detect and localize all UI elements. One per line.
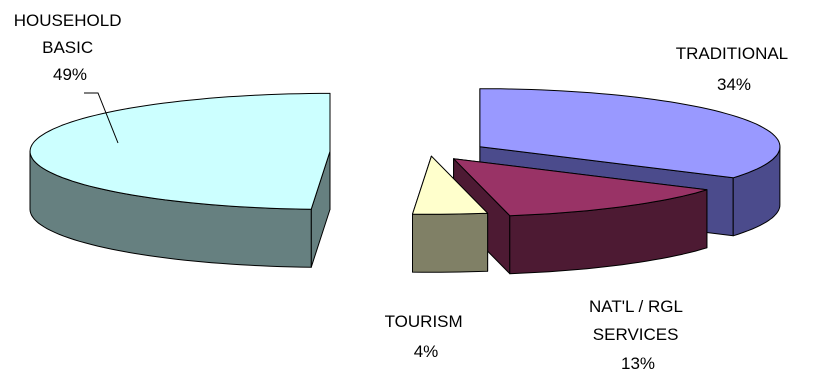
slice-natl-rgl-services bbox=[453, 158, 708, 217]
slice-label-tourism: TOURISM 4% bbox=[385, 312, 468, 361]
slice-household-basic bbox=[29, 92, 331, 210]
pie-leader-lines bbox=[84, 92, 119, 144]
slice-label-natl-rgl-services: NAT'L / RGL SERVICES 13% bbox=[589, 297, 687, 373]
leader-line-household-basic bbox=[84, 92, 119, 144]
pie-tops bbox=[29, 88, 781, 217]
slice-label-traditional: TRADITIONAL 34% bbox=[676, 44, 793, 94]
slice-wall-tourism bbox=[412, 212, 489, 273]
slice-label-household-basic: HOUSEHOLD BASIC 49% bbox=[14, 11, 126, 84]
slice-tourism bbox=[412, 155, 489, 215]
slice-traditional bbox=[479, 88, 781, 179]
